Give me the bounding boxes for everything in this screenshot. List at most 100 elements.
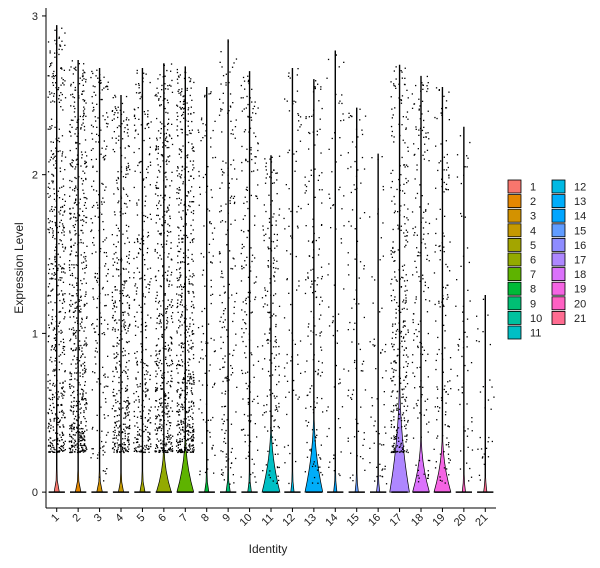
data-point [77,450,79,452]
data-point [101,430,103,432]
data-point [436,397,439,399]
data-point [71,159,73,161]
data-point [53,101,56,103]
data-point [113,388,115,391]
data-point [400,286,403,288]
data-point [192,164,194,166]
data-point [447,284,449,286]
data-point [189,160,192,162]
data-point [64,312,66,314]
data-point [218,251,221,253]
data-point [134,325,137,327]
data-point [286,279,288,281]
data-point [139,242,141,245]
plot-area [47,25,495,493]
data-point [73,97,76,99]
data-point [187,331,189,333]
data-point [158,315,161,317]
data-point [58,421,60,423]
data-point [133,186,135,189]
data-point [233,258,235,260]
data-point [75,217,77,219]
data-point [96,126,98,128]
data-point [150,218,152,220]
data-point [112,258,114,260]
data-point [111,137,113,139]
data-point [422,154,424,156]
data-point [78,349,81,351]
data-point [105,263,107,265]
data-point [85,420,87,423]
data-point [142,235,144,237]
data-point [222,358,224,360]
data-point [403,299,405,301]
data-point [178,89,180,91]
data-point [105,401,107,403]
data-point [176,293,178,295]
data-point [50,389,52,391]
data-point [403,419,406,422]
data-point [111,329,114,331]
data-point [157,92,159,94]
data-point [155,184,157,187]
data-point [134,285,136,287]
jitter-points-2 [68,60,88,454]
data-point [350,191,352,194]
data-point [160,128,162,130]
data-point [116,289,118,291]
data-point [445,411,447,413]
data-point [99,211,101,214]
data-point [265,233,267,235]
data-point [256,395,259,397]
data-point [399,446,401,448]
data-point [69,316,71,318]
data-point [176,286,178,288]
data-point [188,369,190,372]
data-point [312,359,315,361]
data-point [184,162,187,164]
data-point [54,206,56,208]
data-point [439,479,441,481]
data-point [84,443,86,445]
data-point [382,222,384,224]
data-point [176,68,178,71]
data-point [315,436,317,439]
data-point [169,447,171,450]
data-point [107,415,109,417]
data-point [54,369,57,371]
data-point [113,416,116,418]
data-point [205,191,207,193]
data-point [142,240,145,242]
data-point [60,92,62,94]
data-point [232,320,234,323]
data-point [423,233,425,235]
data-point [58,396,60,398]
data-point [200,357,202,359]
data-point [54,39,56,42]
data-point [440,160,442,162]
data-point [60,106,62,108]
data-point [182,350,184,353]
data-point [184,390,186,392]
data-point [117,188,119,191]
data-point [319,335,321,337]
data-point [231,367,233,369]
data-point [232,474,234,476]
data-point [439,306,441,308]
data-point [405,371,408,373]
data-point [167,420,169,422]
data-point [53,209,55,211]
data-point [180,94,182,96]
data-point [327,274,329,276]
data-point [296,211,298,213]
data-point [176,450,178,452]
data-point [448,174,450,176]
data-point [127,378,129,380]
data-point [79,403,81,405]
data-point [142,179,144,181]
data-point [76,427,78,429]
data-point [146,444,148,446]
data-point [187,209,189,211]
data-point [53,77,55,80]
violin-group-4 [111,94,131,493]
